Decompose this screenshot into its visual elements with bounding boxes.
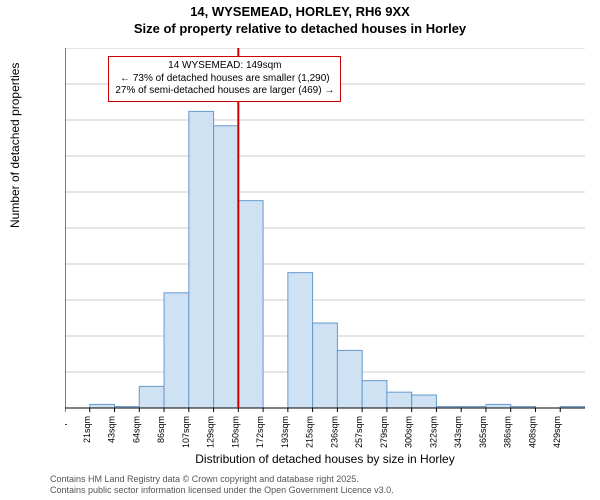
svg-text:193sqm: 193sqm [280, 416, 290, 448]
svg-text:343sqm: 343sqm [453, 416, 463, 448]
annotation-box: 14 WYSEMEAD: 149sqm ← 73% of detached ho… [108, 56, 341, 102]
svg-text:0sqm: 0sqm [65, 416, 67, 438]
histogram-chart: 0501001502002503003504004505000sqm21sqm4… [65, 48, 585, 448]
svg-text:64sqm: 64sqm [131, 416, 141, 443]
y-axis-label: Number of detached properties [8, 63, 22, 228]
svg-text:107sqm: 107sqm [181, 416, 191, 448]
annotation-line3: 27% of semi-detached houses are larger (… [115, 85, 334, 98]
svg-text:322sqm: 322sqm [428, 416, 438, 448]
footer-attribution: Contains HM Land Registry data © Crown c… [50, 474, 394, 496]
svg-text:43sqm: 43sqm [107, 416, 117, 443]
svg-text:86sqm: 86sqm [156, 416, 166, 443]
footer-line1: Contains HM Land Registry data © Crown c… [50, 474, 394, 485]
svg-text:129sqm: 129sqm [206, 416, 216, 448]
svg-text:236sqm: 236sqm [329, 416, 339, 448]
chart-title-line1: 14, WYSEMEAD, HORLEY, RH6 9XX [0, 4, 600, 19]
annotation-line1: 14 WYSEMEAD: 149sqm [115, 60, 334, 73]
chart-title-line2: Size of property relative to detached ho… [0, 21, 600, 36]
chart-container: 14, WYSEMEAD, HORLEY, RH6 9XX Size of pr… [0, 0, 600, 500]
x-axis-label: Distribution of detached houses by size … [65, 452, 585, 466]
svg-text:257sqm: 257sqm [354, 416, 364, 448]
plot-area: 0501001502002503003504004505000sqm21sqm4… [65, 48, 585, 408]
svg-text:408sqm: 408sqm [527, 416, 537, 448]
svg-text:21sqm: 21sqm [82, 416, 92, 443]
svg-text:150sqm: 150sqm [230, 416, 240, 448]
svg-text:386sqm: 386sqm [503, 416, 513, 448]
svg-text:365sqm: 365sqm [478, 416, 488, 448]
svg-text:215sqm: 215sqm [305, 416, 315, 448]
svg-text:429sqm: 429sqm [552, 416, 562, 448]
svg-text:300sqm: 300sqm [404, 416, 414, 448]
annotation-line2: ← 73% of detached houses are smaller (1,… [115, 73, 334, 86]
svg-text:279sqm: 279sqm [379, 416, 389, 448]
chart-title-block: 14, WYSEMEAD, HORLEY, RH6 9XX Size of pr… [0, 4, 600, 36]
svg-text:172sqm: 172sqm [255, 416, 265, 448]
footer-line2: Contains public sector information licen… [50, 485, 394, 496]
